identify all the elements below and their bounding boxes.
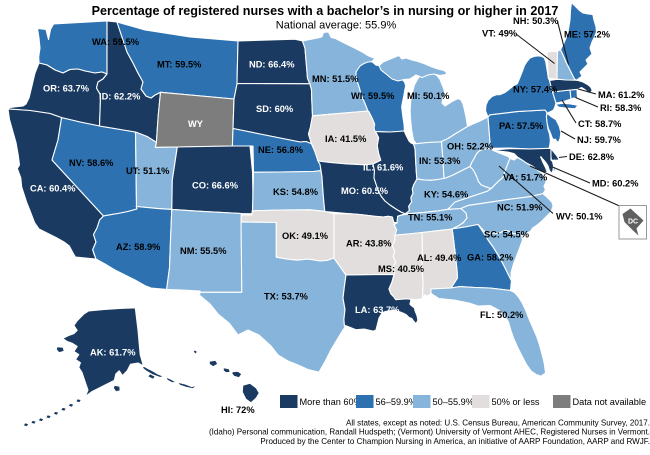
svg-text:50% or less: 50% or less (492, 397, 540, 407)
svg-text:DE: 62.8%: DE: 62.8% (569, 152, 615, 162)
svg-text:56–59.9%: 56–59.9% (376, 397, 417, 407)
svg-text:TX: 53.7%: TX: 53.7% (264, 291, 309, 301)
svg-text:LA: 63.7%: LA: 63.7% (355, 305, 400, 315)
svg-text:NC: 51.9%: NC: 51.9% (497, 202, 543, 212)
svg-text:MI: 50.1%: MI: 50.1% (407, 91, 450, 101)
svg-text:CO: 66.6%: CO: 66.6% (192, 180, 239, 190)
svg-text:AZ: 58.9%: AZ: 58.9% (116, 242, 161, 252)
svg-text:KS: 54.8%: KS: 54.8% (273, 187, 319, 197)
svg-text:OH: 52.2%: OH: 52.2% (447, 141, 494, 151)
svg-text:MN: 51.5%: MN: 51.5% (312, 74, 359, 84)
svg-text:TN: 55.1%: TN: 55.1% (408, 212, 453, 222)
svg-text:NM: 55.5%: NM: 55.5% (180, 246, 227, 256)
svg-text:VT: 49%: VT: 49% (482, 28, 518, 38)
svg-text:KY: 54.6%: KY: 54.6% (424, 189, 469, 199)
svg-text:WI: 59.5%: WI: 59.5% (351, 91, 395, 101)
svg-text:NE: 56.8%: NE: 56.8% (258, 145, 304, 155)
svg-text:MD: 60.2%: MD: 60.2% (592, 178, 639, 188)
svg-text:VA: 51.7%: VA: 51.7% (503, 172, 548, 182)
svg-text:RI: 58.3%: RI: 58.3% (600, 103, 642, 113)
svg-text:Data not available: Data not available (573, 397, 647, 407)
svg-text:(Idaho) Personal communication: (Idaho) Personal communication, Randall … (209, 428, 650, 437)
svg-text:CA: 60.4%: CA: 60.4% (30, 183, 76, 193)
svg-text:NH: 50.3%: NH: 50.3% (513, 16, 559, 26)
svg-text:OK: 49.1%: OK: 49.1% (282, 231, 329, 241)
svg-text:ME: 57.2%: ME: 57.2% (564, 29, 611, 39)
svg-text:FL: 50.2%: FL: 50.2% (480, 310, 524, 320)
svg-text:All states, except as noted: U: All states, except as noted: U.S. Census… (346, 418, 650, 427)
svg-text:UT: 51.1%: UT: 51.1% (126, 166, 170, 176)
svg-text:WV: 50.1%: WV: 50.1% (556, 211, 603, 221)
svg-text:WY: WY (188, 119, 204, 129)
svg-text:ID: 62.2%: ID: 62.2% (99, 91, 141, 101)
svg-text:PA: 57.5%: PA: 57.5% (499, 121, 544, 131)
svg-text:AR: 43.8%: AR: 43.8% (346, 238, 392, 248)
svg-text:MT: 59.5%: MT: 59.5% (157, 59, 202, 69)
svg-text:MO: 60.5%: MO: 60.5% (341, 186, 389, 196)
svg-text:Percentage of registered nurse: Percentage of registered nurses with a b… (92, 4, 559, 18)
svg-text:More than 60%: More than 60% (300, 397, 362, 407)
svg-text:National average: 55.9%: National average: 55.9% (276, 20, 397, 32)
svg-text:ND: 66.4%: ND: 66.4% (249, 59, 295, 69)
svg-text:MA: 61.2%: MA: 61.2% (598, 90, 645, 100)
svg-text:GA: 58.2%: GA: 58.2% (467, 252, 514, 262)
svg-text:MS: 40.5%: MS: 40.5% (378, 264, 425, 274)
svg-text:HI: 72%: HI: 72% (221, 405, 255, 415)
svg-text:IL: 61.6%: IL: 61.6% (363, 162, 404, 172)
svg-text:NY: 57.4%: NY: 57.4% (513, 84, 558, 94)
svg-text:SD: 60%: SD: 60% (256, 104, 294, 114)
svg-text:IN: 53.3%: IN: 53.3% (419, 156, 461, 166)
svg-text:OR: 63.7%: OR: 63.7% (43, 83, 90, 93)
svg-text:WA: 59.5%: WA: 59.5% (92, 37, 140, 47)
svg-text:CT: 58.7%: CT: 58.7% (578, 119, 622, 129)
svg-text:NJ: 59.7%: NJ: 59.7% (577, 135, 622, 145)
svg-text:Produced by the Center to Cham: Produced by the Center to Champion Nursi… (260, 437, 650, 446)
svg-text:AK: 61.7%: AK: 61.7% (90, 347, 136, 357)
svg-text:AL: 49.4%: AL: 49.4% (417, 253, 462, 263)
svg-text:SC: 54.5%: SC: 54.5% (484, 229, 530, 239)
svg-text:NV: 58.6%: NV: 58.6% (69, 158, 114, 168)
svg-text:IA: 41.5%: IA: 41.5% (325, 134, 367, 144)
svg-text:DC: DC (628, 219, 638, 226)
svg-text:50–55.9%: 50–55.9% (433, 397, 474, 407)
